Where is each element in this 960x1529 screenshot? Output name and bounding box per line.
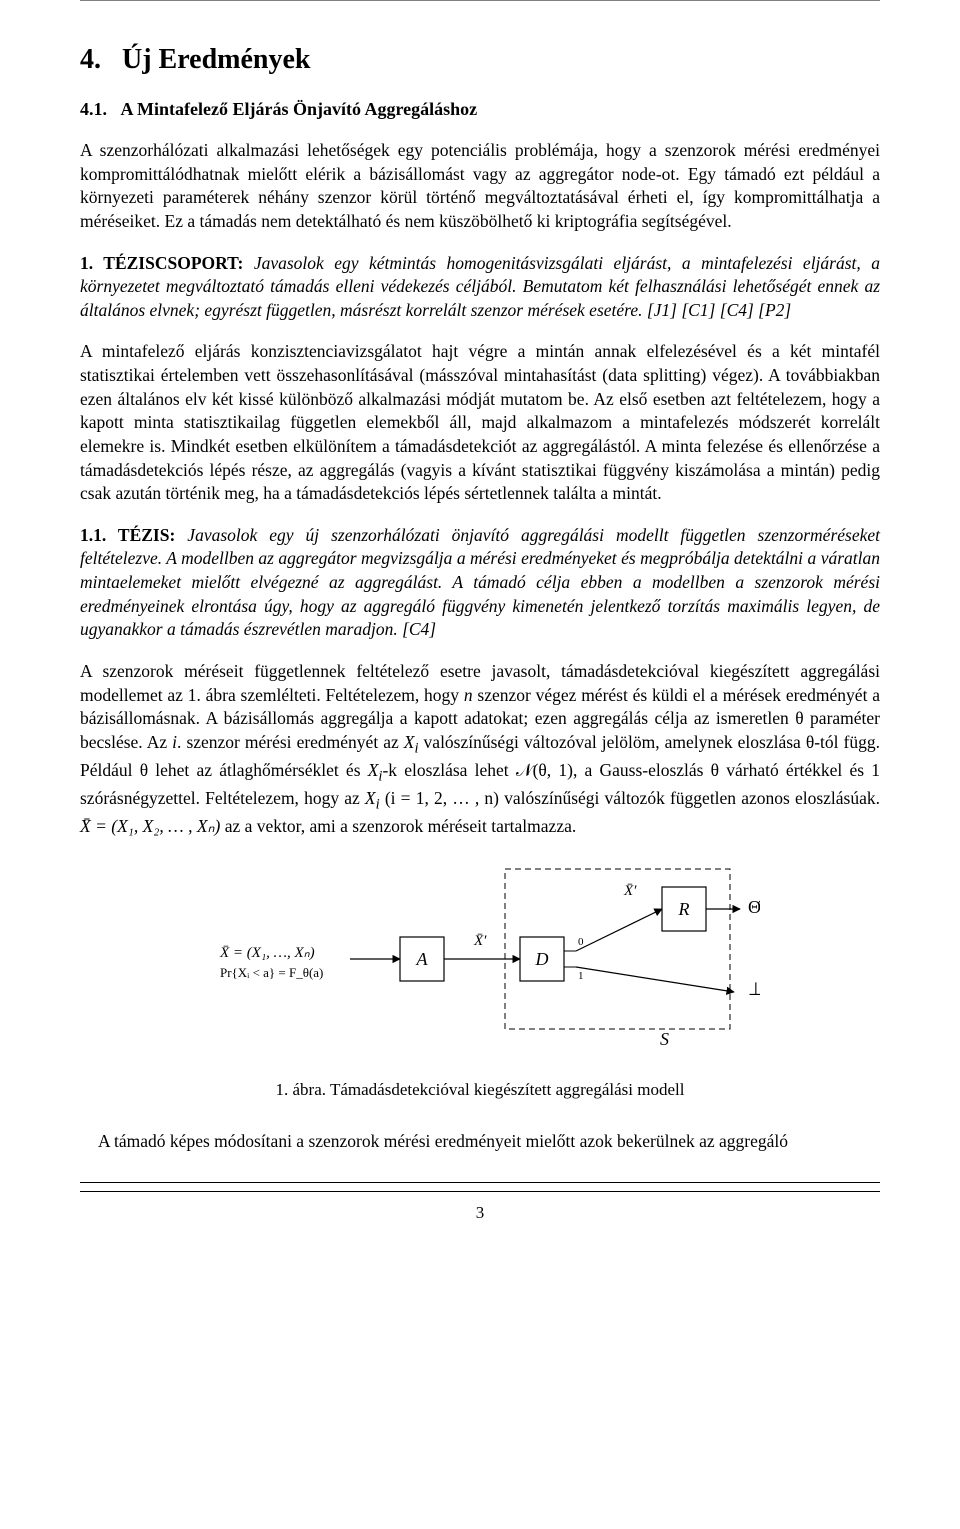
svg-text:X̄′: X̄′ xyxy=(623,883,637,899)
p3-Xbar: X̄ xyxy=(80,816,91,836)
p3-Xi1: X xyxy=(404,732,415,752)
subsection-number: 4.1. xyxy=(80,99,107,119)
svg-text:Θ̂: Θ̂ xyxy=(748,897,760,917)
page-number: 3 xyxy=(80,1202,880,1225)
p3-post6: az a vektor, ami a szenzorok méréseit ta… xyxy=(220,816,576,836)
section-number: 4. xyxy=(80,44,101,75)
thesis11-body: Javasolok egy új szenzorhálózati önjavít… xyxy=(80,525,880,640)
page-content: 4. Új Eredmények 4.1. A Mintafelező Eljá… xyxy=(80,41,880,1224)
svg-text:X̄′: X̄′ xyxy=(473,933,487,949)
svg-text:Pr{Xᵢ < a} = F_θ(a): Pr{Xᵢ < a} = F_θ(a) xyxy=(220,965,323,980)
footer-rule-top xyxy=(80,1182,880,1183)
section-title: Új Eredmények xyxy=(122,44,310,75)
p3-eq: = (X₁, X₂, … , Xₙ) xyxy=(91,816,221,836)
section-heading: 4. Új Eredmények xyxy=(80,41,880,79)
figure-1: X̄ = (X₁, …, Xₙ) Pr{Xᵢ < a} = F_θ(a) A X̄′ D… xyxy=(80,857,880,1057)
svg-text:0: 0 xyxy=(578,936,584,948)
svg-text:1: 1 xyxy=(578,970,584,982)
thesis-1-1: 1.1. TÉZIS: Javasolok egy új szenzorháló… xyxy=(80,524,880,642)
footer-rule-bottom xyxy=(80,1191,880,1192)
thesis-group-1: 1. TÉZISCSOPORT: Javasolok egy kétmintás… xyxy=(80,252,880,323)
subsection-title: A Mintafelező Eljárás Önjavító Aggregálá… xyxy=(121,99,478,119)
svg-text:⊥: ⊥ xyxy=(748,979,760,999)
thesis1-label: 1. TÉZISCSOPORT: xyxy=(80,253,243,273)
svg-text:X̄ = (X₁, …, Xₙ): X̄ = (X₁, …, Xₙ) xyxy=(219,945,315,961)
p3-post2: . szenzor mérési eredményét az xyxy=(177,732,404,752)
svg-text:D: D xyxy=(535,949,549,969)
paragraph-bottom: A támadó képes módosítani a szenzorok mé… xyxy=(80,1130,880,1154)
paragraph-1: A szenzorhálózati alkalmazási lehetősége… xyxy=(80,139,880,234)
svg-text:A: A xyxy=(416,949,429,969)
svg-text:S: S xyxy=(660,1029,669,1049)
p3-Xi2: X xyxy=(368,760,379,780)
svg-text:R: R xyxy=(678,899,690,919)
subsection-heading: 4.1. A Mintafelező Eljárás Önjavító Aggr… xyxy=(80,97,880,121)
p3-post5: (i = 1, 2, … , n) valószínűségi változók… xyxy=(380,788,880,808)
paragraph-3: A szenzorok méréseit függetlennek feltét… xyxy=(80,660,880,839)
paragraph-2: A mintafelező eljárás konzisztenciavizsg… xyxy=(80,340,880,505)
figure-1-svg: X̄ = (X₁, …, Xₙ) Pr{Xᵢ < a} = F_θ(a) A X̄′ D… xyxy=(200,857,760,1057)
thesis11-label: 1.1. TÉZIS: xyxy=(80,525,175,545)
top-separator xyxy=(80,0,880,1)
p3-n: n xyxy=(464,685,473,705)
figure-1-caption: 1. ábra. Támadásdetekcióval kiegészített… xyxy=(80,1079,880,1102)
p3-Xi3: X xyxy=(365,788,376,808)
